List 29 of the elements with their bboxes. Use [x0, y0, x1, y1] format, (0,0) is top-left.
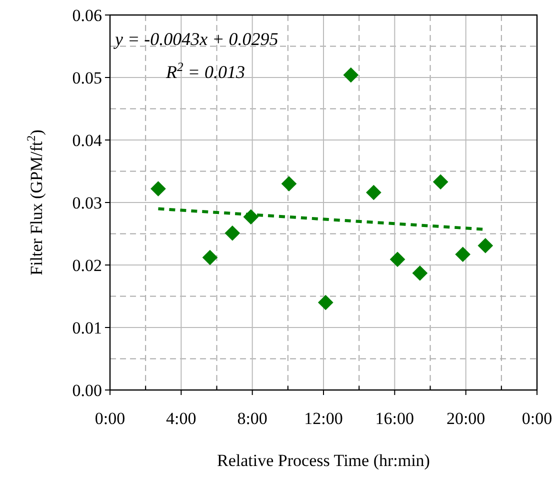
- annotation: R$^{2}$ = 0.013: [165, 60, 245, 82]
- x-axis-title: Relative Process Time (hr:min): [217, 451, 430, 470]
- x-tick-label: 16:00: [375, 409, 414, 428]
- point: [455, 246, 470, 262]
- x-tick-label: 20:00: [446, 409, 486, 428]
- point: [390, 252, 406, 268]
- point: [366, 184, 382, 200]
- point: [150, 181, 166, 196]
- point: [343, 67, 359, 83]
- y-tick-label: 0.01: [72, 318, 102, 338]
- point: [224, 225, 240, 241]
- y-tick-label: 0.00: [72, 380, 102, 400]
- x-tick-label: 0:00: [94, 409, 126, 428]
- y-tick-label: 0.06: [72, 6, 102, 25]
- x-tick-label: 4:00: [166, 409, 196, 428]
- point: [412, 265, 428, 281]
- x-tick-label: 0:00: [522, 409, 552, 428]
- y-tick-label: 0.02: [72, 256, 102, 275]
- y-tick-label: 0.05: [72, 68, 102, 88]
- annotation: y = -0.0043x + 0.0295: [113, 29, 278, 49]
- y-tick-label: 0.03: [72, 193, 102, 212]
- x-tick-label: 8:00: [237, 409, 268, 428]
- x-tick-label: 12:00: [304, 409, 343, 428]
- point: [281, 176, 297, 192]
- y-tick-label: 0.04: [72, 130, 102, 150]
- point: [202, 250, 218, 266]
- point: [478, 238, 494, 254]
- point: [318, 294, 334, 310]
- point: [432, 174, 448, 190]
